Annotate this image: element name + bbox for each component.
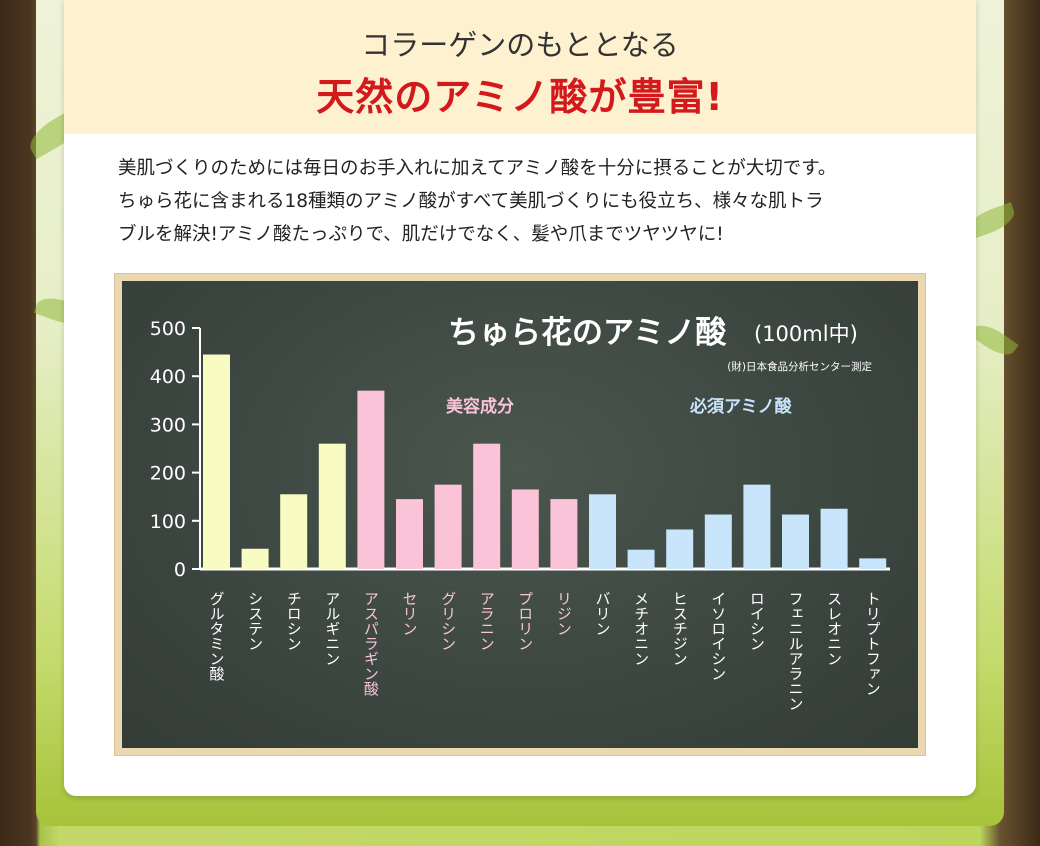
x-label-1: グルタミン酸 [208, 591, 226, 681]
x-label-16: フェニルアラニン [787, 591, 805, 711]
x-label-12: メチオニン [632, 591, 650, 666]
bar-8 [473, 443, 501, 569]
bar-4 [318, 443, 346, 569]
x-label-17: スレオニン [825, 591, 843, 666]
y-tick-label: 500 [150, 318, 186, 340]
y-tick-label: 0 [174, 559, 186, 581]
bar-13 [666, 529, 694, 569]
description-text: 美肌づくりのためには毎日のお手入れに加えてアミノ酸を十分に摂ることが大切です。 … [118, 152, 938, 251]
chalkboard: ちゅら花のアミノ酸 (100ml中) (財)日本食品分析センター測定 美容成分 … [122, 281, 918, 748]
card-header: コラーゲンのもととなる 天然のアミノ酸が豊富! [64, 0, 976, 134]
chart-title-unit: (100ml中) [754, 322, 858, 346]
x-label-2: システン [246, 591, 264, 651]
bar-14 [704, 514, 732, 569]
x-label-13: ヒスチジン [671, 591, 689, 666]
chart-x-labels: グルタミン酸 システン チロシン アルギニン アスパラギン酸 セリン グリシン アラニン プロリ… [208, 591, 882, 711]
bar-15 [743, 484, 771, 569]
x-label-15: ロイシン [748, 591, 766, 651]
bar-6 [396, 499, 423, 569]
header-subtitle: コラーゲンのもととなる [361, 28, 679, 62]
group-label-beauty: 美容成分 [446, 396, 514, 417]
y-tick-label: 100 [150, 511, 186, 533]
x-label-6: セリン [401, 591, 419, 636]
y-tick-label: 400 [150, 366, 186, 388]
bar-5 [357, 390, 385, 569]
y-tick-label: 300 [150, 414, 186, 436]
bar-7 [434, 484, 462, 569]
bar-12 [627, 549, 655, 569]
bar-11 [589, 494, 616, 569]
bar-16 [782, 514, 809, 569]
x-label-18: トリプトファン [864, 591, 882, 696]
x-label-7: グリシン [439, 591, 457, 651]
x-label-3: チロシン [285, 591, 303, 651]
chart-source: (財)日本食品分析センター測定 [727, 360, 872, 373]
x-label-4: アルギニン [323, 591, 341, 666]
bar-17 [820, 508, 848, 569]
description-line: ブルを解決!アミノ酸たっぷりで、肌だけでなく、髪や爪までツヤツヤに! [118, 224, 724, 245]
chart-bars [203, 354, 887, 569]
chart-title: ちゅら花のアミノ酸 [448, 315, 727, 351]
y-tick-label: 200 [150, 463, 186, 485]
header-headline: 天然のアミノ酸が豊富! [316, 75, 724, 119]
x-label-11: バリン [594, 591, 612, 636]
bar-18 [859, 558, 887, 569]
chalkboard-frame: ちゅら花のアミノ酸 (100ml中) (財)日本食品分析センター測定 美容成分 … [114, 273, 926, 756]
bar-1 [203, 354, 230, 569]
group-label-essential: 必須アミノ酸 [689, 396, 793, 417]
amino-acid-chart: ちゅら花のアミノ酸 (100ml中) (財)日本食品分析センター測定 美容成分 … [150, 315, 890, 711]
bar-9 [511, 489, 539, 569]
x-label-10: リジン [555, 591, 573, 636]
bar-3 [280, 494, 308, 569]
bar-2 [241, 548, 269, 569]
x-label-5: アスパラギン酸 [362, 591, 380, 696]
x-label-9: プロリン [516, 591, 534, 651]
x-label-8: アラニン [478, 591, 496, 651]
chart-axes: 0 100 200 300 400 500 [150, 318, 890, 581]
bar-10 [550, 499, 578, 569]
description-line: 美肌づくりのためには毎日のお手入れに加えてアミノ酸を十分に摂ることが大切です。 [118, 158, 837, 179]
x-label-14: イソロイシン [709, 591, 727, 681]
description-line: ちゅら花に含まれる18種類のアミノ酸がすべて美肌づくりにも役立ち、様々な肌トラ [118, 191, 824, 212]
